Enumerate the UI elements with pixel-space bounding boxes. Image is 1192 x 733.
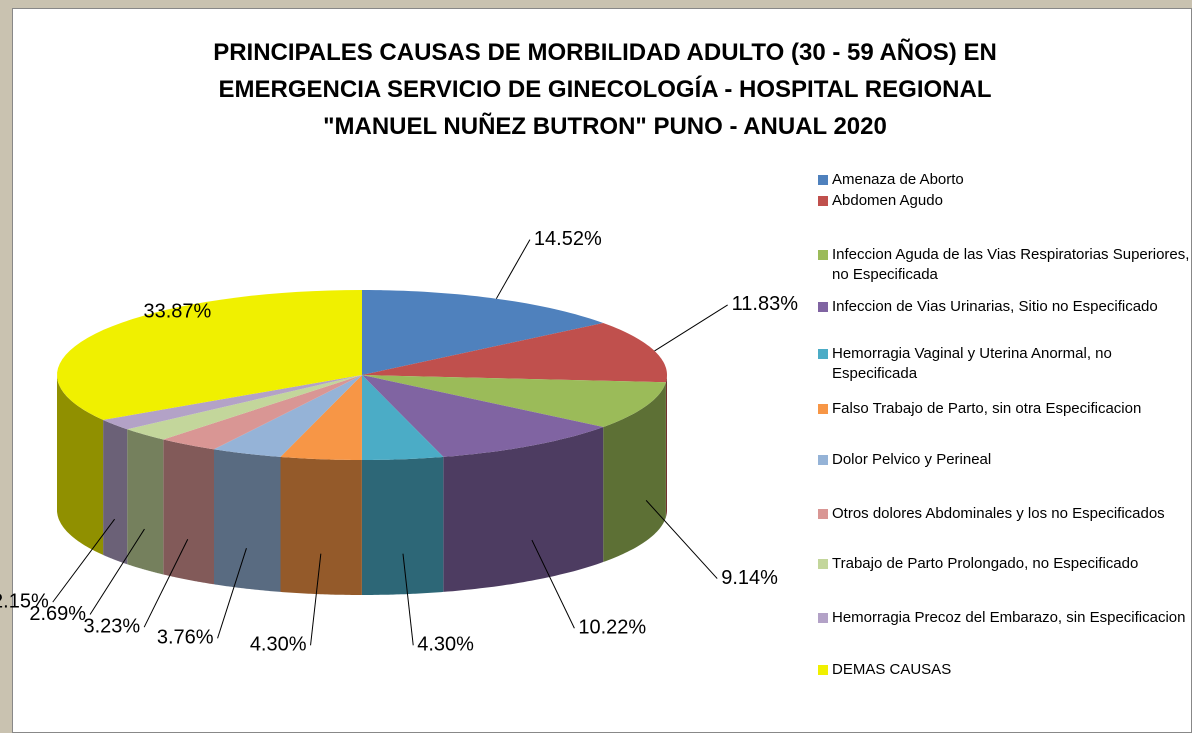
legend-label: Hemorragia Vaginal y Uterina Anormal, no… [832,345,1112,382]
slice [127,375,362,440]
data-label: 10.22% [578,617,646,639]
slice-side [163,439,214,585]
slice-side [103,419,128,565]
legend-swatch [818,349,828,359]
leader-line [310,553,322,646]
legend-entry: Amenaza de Aborto [818,170,1192,190]
slice [362,323,667,383]
legend-entry: Infeccion de Vias Urinarias, Sitio no Es… [818,297,1192,317]
legend-entry: Otros dolores Abdominales y los no Espec… [818,504,1192,524]
slice-side [57,375,104,555]
legend-entry: Infeccion Aguda de las Vias Respiratoria… [818,245,1192,285]
leader-line [645,500,718,579]
legend-label: Hemorragia Precoz del Embarazo, sin Espe… [832,609,1186,626]
leader-line [495,239,531,299]
legend-swatch [818,175,828,185]
data-label: 2.69% [29,603,86,625]
slice-side [361,456,444,595]
slice [214,375,362,457]
leader-line [217,548,247,639]
leader-line [402,553,414,646]
slice-side [443,427,604,592]
slice [361,375,444,460]
legend-swatch [818,404,828,414]
data-label: 4.30% [417,634,474,656]
legend-label: Dolor Pelvico y Perineal [832,451,992,468]
slice [103,375,362,430]
legend-entry: Dolor Pelvico y Perineal [818,450,1192,470]
slice [362,375,666,427]
slice [280,375,362,460]
data-label: 11.83% [732,293,799,315]
chart-title: PRINCIPALES CAUSAS DE MORBILIDAD ADULTO … [213,39,997,140]
slice-side [127,429,164,575]
legend-label: DEMAS CAUSAS [832,661,952,678]
slice-side [603,382,666,562]
legend-entry: Falso Trabajo de Parto, sin otra Especif… [818,399,1192,419]
legend-entry: Hemorragia Precoz del Embarazo, sin Espe… [818,608,1192,628]
leader-line [89,528,145,615]
legend-swatch [818,455,828,465]
legend-swatch [818,302,828,312]
legend-swatch [818,665,828,675]
legend-swatch [818,613,828,623]
data-label: 33.87% [143,301,211,323]
legend-label: Trabajo de Parto Prolongado, no Especifi… [832,555,1139,572]
data-label: 9.14% [721,567,778,589]
data-label: 2.15% [0,590,49,612]
legend-swatch [818,559,828,569]
slice [57,290,362,420]
legend-entry: Trabajo de Parto Prolongado, no Especifi… [818,554,1192,574]
data-label: 4.30% [250,634,307,656]
legend-label: Otros dolores Abdominales y los no Espec… [832,505,1165,522]
legend-swatch [818,250,828,260]
legend-label: Infeccion Aguda de las Vias Respiratoria… [832,246,1190,283]
leader-line [654,304,728,352]
legend-entry: Hemorragia Vaginal y Uterina Anormal, no… [818,344,1192,384]
leader-line [52,518,115,603]
legend-entry: DEMAS CAUSAS [818,660,1192,680]
slice [163,375,362,450]
leader-line [531,539,575,629]
data-label: 3.76% [157,627,214,649]
legend-entry: Abdomen Agudo [818,191,1192,211]
slice [362,290,604,375]
slice [362,375,604,457]
data-label: 14.52% [534,228,602,250]
legend-label: Infeccion de Vias Urinarias, Sitio no Es… [832,298,1158,315]
leader-line [143,539,189,628]
data-label: 3.23% [83,615,140,637]
legend-label: Falso Trabajo de Parto, sin otra Especif… [832,400,1142,417]
legend-swatch [818,196,828,206]
legend-label: Abdomen Agudo [832,192,943,209]
slice-side [214,449,281,592]
slice-side [665,375,667,518]
slice-side [280,456,362,595]
legend-swatch [818,509,828,519]
legend-label: Amenaza de Aborto [832,171,964,188]
